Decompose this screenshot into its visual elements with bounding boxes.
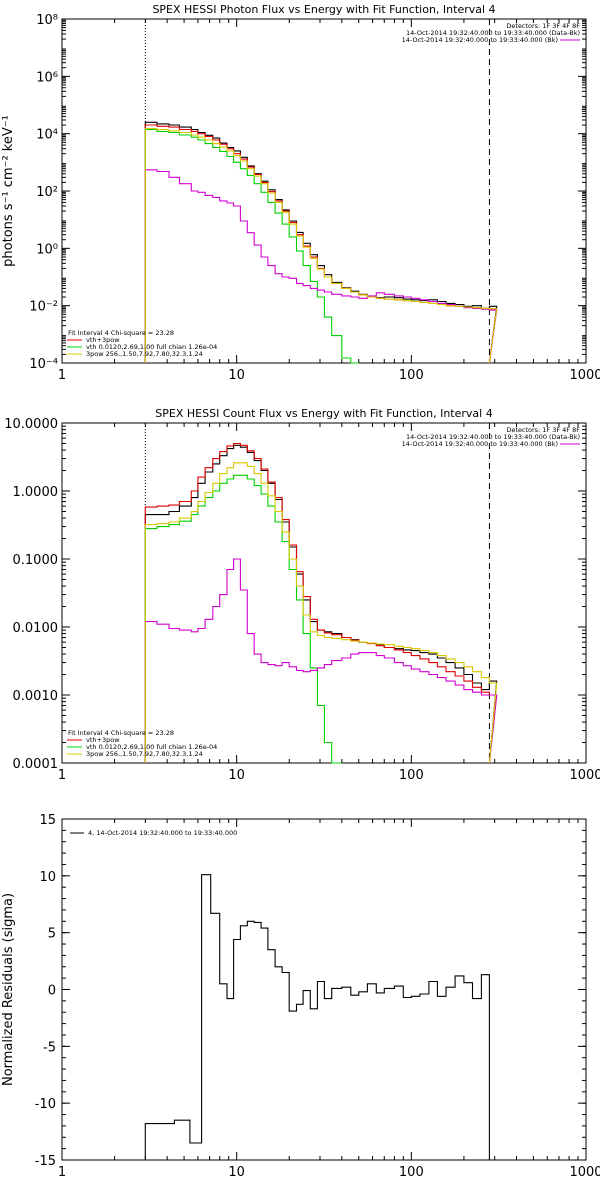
y-tick-label: 0.0010	[13, 689, 59, 704]
plot-frame	[61, 422, 587, 764]
x-tick-label: 100	[399, 768, 424, 783]
legend-bottom-left-text: vth 0.0120,2.69,1.00 full chian 1.26e-04	[86, 743, 217, 751]
y-tick-label: 10²	[36, 185, 58, 200]
chart-title: SPEX HESSI Count Flux vs Energy with Fit…	[155, 407, 492, 420]
series-black-line	[144, 444, 498, 764]
x-tick-label: 1	[58, 1165, 66, 1180]
series-black-line	[144, 121, 498, 364]
legend-bottom-left-text: 3pow 256.,1.50,7.92,7.80,32.3,1.24	[86, 750, 203, 758]
series-black-line	[144, 874, 497, 1161]
x-tick-label: 1000	[569, 768, 600, 783]
legend-top-right-text: 14-Oct-2014 19:32:40.000 to 19:33:40.000…	[402, 440, 558, 448]
x-tick-label: 100	[399, 368, 424, 383]
legend-top-right-text: 14-Oct-2014 19:32:40.000 to 19:33:40.000…	[406, 433, 580, 441]
legend-bottom-left-text: vth+3pow	[86, 736, 120, 744]
series-red-line	[144, 124, 498, 364]
x-tick-label: 1	[58, 768, 66, 783]
x-tick-label: 10	[228, 368, 245, 383]
y-tick-label: 15	[39, 813, 56, 828]
series-magenta-line	[144, 169, 498, 364]
y-tick-label: 0	[48, 984, 56, 999]
chart-title: SPEX HESSI Photon Flux vs Energy with Fi…	[152, 3, 495, 16]
y-tick-label: 0.1000	[13, 553, 59, 568]
legend-top-left-text: 4, 14-Oct-2014 19:32:40.000 to 19:33:40.…	[88, 829, 237, 837]
x-tick-label: 1000	[569, 1165, 600, 1180]
legend-bottom-left-text: 3pow 256.,1.50,7.92,7.80,32.3,1.24	[86, 350, 203, 358]
y-tick-label: 10.0000	[4, 417, 58, 432]
legend-bottom-left-text: vth 0.0120,2.69,1.00 full chian 1.26e-04	[86, 343, 217, 351]
legend-top-right-text: Detectors: 1F 3F 4F 8F	[506, 426, 580, 434]
y-tick-label: 10⁰	[36, 242, 58, 257]
y-tick-label: 10⁻⁴	[29, 357, 58, 372]
y-axis-label: photons s⁻¹ cm⁻² keV⁻¹	[1, 115, 16, 267]
series-red-line	[144, 442, 498, 764]
y-tick-label: 5	[48, 927, 56, 942]
y-tick-label: -5	[43, 1040, 56, 1055]
y-tick-label: 10⁴	[36, 128, 58, 143]
legend-top-right-text: 14-Oct-2014 19:32:40.000 to 19:33:40.000…	[402, 36, 558, 44]
y-tick-label: -15	[35, 1154, 56, 1169]
legend-bottom-left-text: Fit Interval 4 Chi-square = 23.28	[68, 729, 174, 737]
y-tick-label: 10⁸	[36, 13, 58, 28]
legend-bottom-left-text: vth+3pow	[86, 336, 120, 344]
legend-top-right-text: 14-Oct-2014 19:32:40.000 to 19:33:40.000…	[406, 29, 580, 37]
series-yellow-line	[144, 128, 498, 364]
legend-bottom-left-text: Fit Interval 4 Chi-square = 23.28	[68, 329, 174, 337]
y-tick-label: 10⁻²	[29, 300, 58, 315]
x-tick-label: 100	[399, 1165, 424, 1180]
y-tick-label: 0.0001	[13, 757, 59, 772]
legend-top-right-text: Detectors: 1F 3F 4F 8F	[506, 22, 580, 30]
series-yellow-line	[144, 462, 498, 764]
y-tick-label: 0.0100	[13, 621, 59, 636]
y-tick-label: 10⁶	[36, 70, 58, 85]
x-tick-label: 10	[228, 1165, 245, 1180]
series-magenta-line	[144, 558, 498, 764]
series-green-line	[144, 474, 342, 764]
x-tick-label: 1000	[569, 368, 600, 383]
y-tick-label: 1.0000	[13, 485, 59, 500]
series-green-line	[144, 128, 359, 364]
x-tick-label: 10	[228, 768, 245, 783]
y-tick-label: -10	[35, 1097, 56, 1112]
y-tick-label: 10	[39, 870, 56, 885]
x-tick-label: 1	[58, 368, 66, 383]
y-axis-label: Normalized Residuals (sigma)	[1, 893, 16, 1086]
